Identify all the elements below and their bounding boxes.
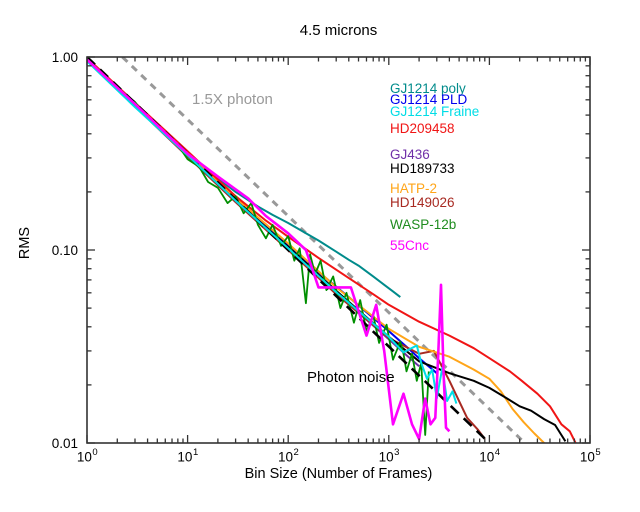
x-axis-label: Bin Size (Number of Frames) bbox=[244, 466, 433, 482]
line-wasp-12b bbox=[87, 58, 430, 436]
line-hd209458 bbox=[87, 57, 577, 443]
x-tick-label-10e1: 101 bbox=[177, 447, 199, 465]
x-tick-label-10e2: 102 bbox=[278, 447, 299, 465]
x-tick-label-10e4: 104 bbox=[479, 447, 501, 465]
legend-entry-wasp-12b: WASP-12b bbox=[390, 217, 457, 232]
legend-entry-gj1214-poly: GJ1214 poly bbox=[390, 81, 466, 96]
legend-entry-55cnc: 55Cnc bbox=[390, 238, 430, 253]
y-tick-label-0.01: 0.01 bbox=[51, 436, 78, 451]
legend-entry-gj1214-fraine: GJ1214 Fraine bbox=[390, 104, 480, 119]
label-1-5x-photon: 1.5X photon bbox=[192, 91, 273, 108]
label-photon-noise: Photon noise bbox=[307, 369, 395, 386]
line-55cnc bbox=[87, 58, 451, 441]
chart-title: 4.5 microns bbox=[299, 22, 378, 39]
legend-entry-gj436: GJ436 bbox=[390, 147, 430, 162]
legend-entry-hd209458: HD209458 bbox=[390, 121, 455, 136]
line-1-5x-photon bbox=[121, 57, 526, 443]
y-tick-label-1.00: 1.00 bbox=[51, 50, 78, 65]
legend-entry-hatp-2: HATP-2 bbox=[390, 181, 438, 196]
legend-entry-hd189733: HD189733 bbox=[390, 161, 455, 176]
x-tick-label-10e0: 100 bbox=[76, 447, 98, 465]
x-tick-label-10e5: 105 bbox=[579, 447, 601, 465]
legend-entry-gj1214-pld: GJ1214 PLD bbox=[390, 92, 468, 107]
y-tick-label-0.10: 0.10 bbox=[51, 243, 78, 258]
x-tick-label-10e3: 103 bbox=[378, 447, 400, 465]
series-group bbox=[87, 57, 577, 443]
legend-entry-hd149026: HD149026 bbox=[390, 195, 455, 210]
